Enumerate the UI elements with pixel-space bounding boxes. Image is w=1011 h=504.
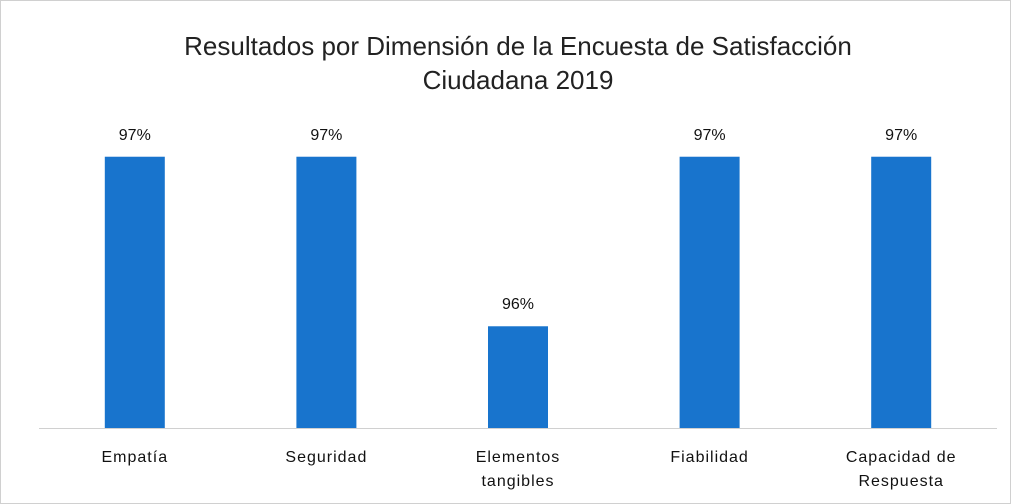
data-label: 97% <box>310 126 343 144</box>
data-label: 97% <box>118 126 151 144</box>
data-label: 97% <box>693 126 726 144</box>
bar <box>488 326 548 428</box>
bar <box>104 156 165 428</box>
x-tick-label: Empatía <box>101 449 169 466</box>
x-tick-label: Fiabilidad <box>670 449 749 466</box>
x-tick-label: Seguridad <box>285 449 368 466</box>
x-tick-label: Elementos tangibles <box>475 449 561 490</box>
bar <box>296 156 357 428</box>
chart-title: Resultados por Dimensión de la Encuesta … <box>184 31 852 95</box>
bar <box>871 156 932 428</box>
data-label: 97% <box>885 126 918 144</box>
x-tick-label: Capacidad de Respuesta <box>845 449 957 490</box>
data-label: 96% <box>501 296 535 314</box>
bar <box>679 156 740 428</box>
